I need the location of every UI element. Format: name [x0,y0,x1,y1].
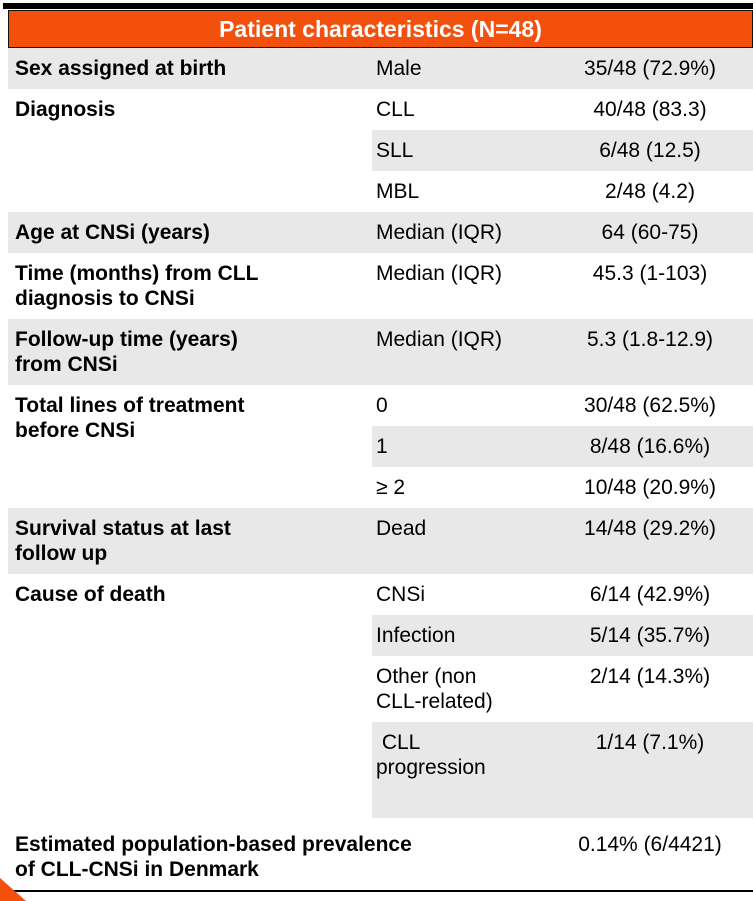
sub-label: ≥ 2 [372,467,557,508]
sub-label: MBL [372,171,557,212]
sub-label: Median (IQR) [372,212,557,253]
sub-label: Male [372,48,557,89]
table-header-banner: Patient characteristics (N=48) [8,10,753,48]
table-row-prevalence: Estimated population-based prevalence of… [8,818,753,892]
group-label: Follow-up time (years) from CNSi [8,319,372,385]
table-row: CLL progression 1/14 (7.1%) [8,722,753,818]
group-label: Total lines of treatment before CNSi [8,385,372,508]
table-row: Total lines of treatment before CNSi 0 30/… [8,385,753,508]
table-row: Infection 5/14 (35.7%) [8,615,753,656]
prevalence-value: 0.14% (6/4421) [557,818,753,892]
sub-label: 1 [372,426,557,467]
value-cell: 2/48 (4.2) [557,171,753,212]
group-label: Time (months) from CLL diagnosis to CNSi [8,253,372,319]
group-label: Diagnosis [8,89,372,212]
table-body: Sex assigned at birth Male 35/48 (72.9%) Di… [8,48,753,818]
table-row: Survival status at last follow up Dead 14/… [8,508,753,574]
table-row: 1 8/48 (16.6%) [8,426,753,467]
value-cell: 40/48 (83.3) [557,89,753,130]
group-label: Age at CNSi (years) [8,212,372,253]
sub-label: Other (non CLL-related) [372,656,557,722]
value-cell: 35/48 (72.9%) [557,48,753,89]
value-cell: 45.3 (1-103) [557,253,753,319]
sub-label: SLL [372,130,557,171]
table-row: SLL 6/48 (12.5) [8,130,753,171]
table-row: Cause of death CNSi 6/14 (42.9%) [8,574,753,818]
table-title: Patient characteristics (N=48) [219,16,542,42]
table-row: Time (months) from CLL diagnosis to CNSi… [8,253,753,319]
value-cell: 5.3 (1.8-12.9) [557,319,753,385]
sub-label: CLL progression [372,722,557,818]
value-cell: 30/48 (62.5%) [557,385,753,426]
sub-label: 0 [372,385,557,426]
value-cell: 2/14 (14.3%) [557,656,753,722]
table-row: Follow-up time (years) from CNSi Median (… [8,319,753,385]
table-row: ≥ 2 10/48 (20.9%) [8,467,753,508]
value-cell: 10/48 (20.9%) [557,467,753,508]
table-row: Diagnosis CLL 40/48 (83.3) [8,89,753,212]
prevalence-label: Estimated population-based prevalence of… [8,818,557,892]
table-row: Age at CNSi (years) Median (IQR) 64 (60-75… [8,212,753,253]
value-cell: 14/48 (29.2%) [557,508,753,574]
group-label: Cause of death [8,574,372,818]
table-row: Sex assigned at birth Male 35/48 (72.9%) [8,48,753,89]
value-cell: 5/14 (35.7%) [557,615,753,656]
sub-label: Dead [372,508,557,574]
sub-label: CNSi [372,574,557,615]
value-cell: 6/48 (12.5) [557,130,753,171]
group-label: Survival status at last follow up [8,508,372,574]
value-cell: 6/14 (42.9%) [557,574,753,615]
table-row: MBL 2/48 (4.2) [8,171,753,212]
table-row: Other (non CLL-related) 2/14 (14.3%) [8,656,753,722]
sub-label: Median (IQR) [372,319,557,385]
table-top-border [3,3,753,9]
sub-label: CLL [372,89,557,130]
group-label: Sex assigned at birth [8,48,372,89]
patient-characteristics-table: Sex assigned at birth Male 35/48 (72.9%) Di… [8,48,753,892]
value-cell: 8/48 (16.6%) [557,426,753,467]
sub-label: Median (IQR) [372,253,557,319]
value-cell: 64 (60-75) [557,212,753,253]
sub-label: Infection [372,615,557,656]
value-cell: 1/14 (7.1%) [557,722,753,818]
